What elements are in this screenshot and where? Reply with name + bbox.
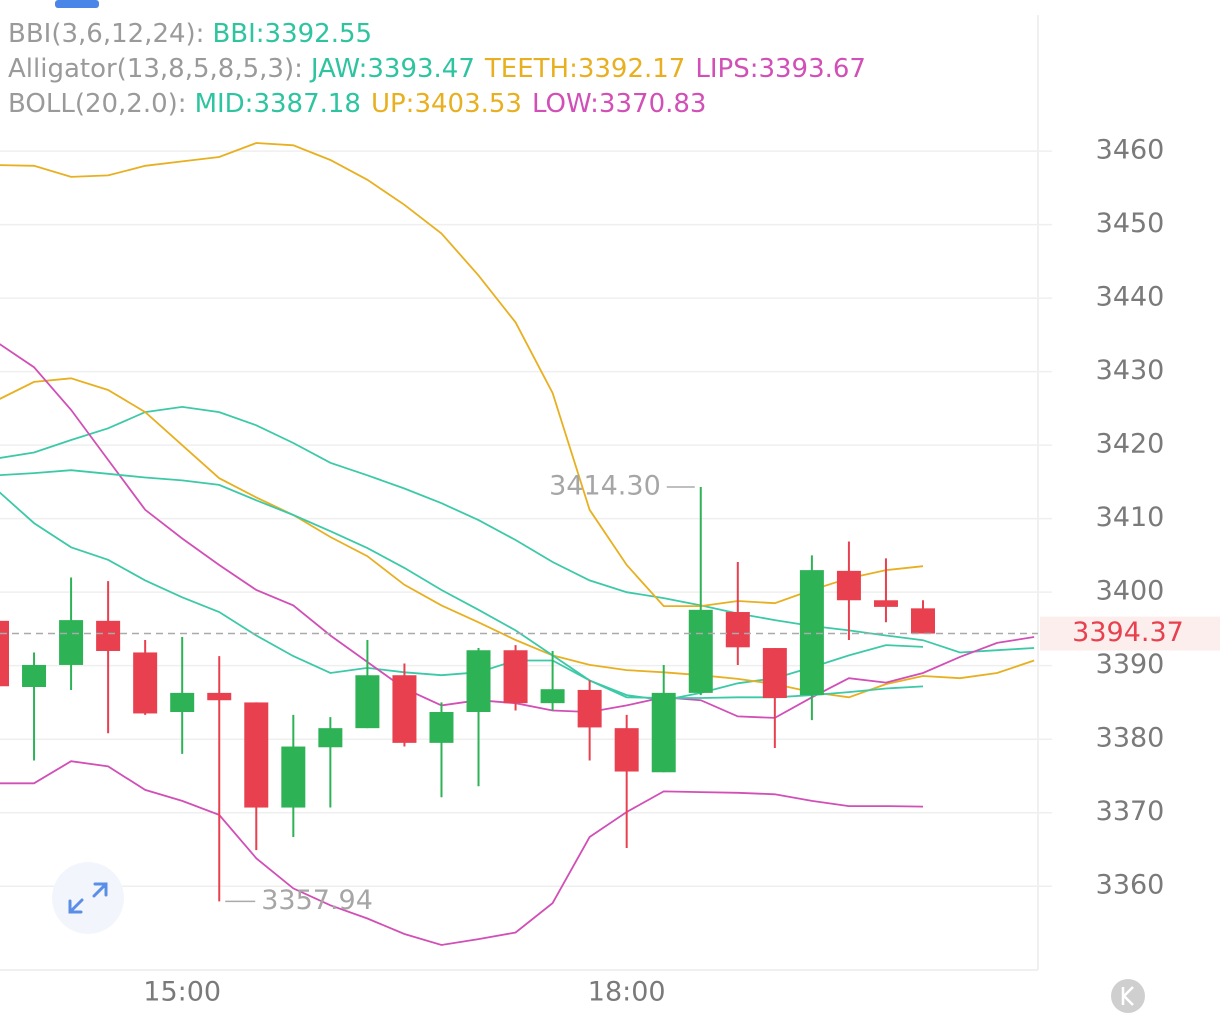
indicator-line xyxy=(0,377,1035,699)
candle-body xyxy=(911,608,935,634)
legend-row: Alligator(13,8,5,8,5,3): JAW:3393.47 TEETH… xyxy=(8,54,866,84)
y-tick-label: 3430 xyxy=(1096,355,1165,386)
legend: BBI(3,6,12,24): BBI:3392.55 Alligator(13,8… xyxy=(8,19,866,119)
candle-body xyxy=(466,650,491,712)
expand-icon[interactable] xyxy=(68,882,108,914)
x-tick-label: 15:00 xyxy=(143,977,221,1008)
candle-body xyxy=(133,652,158,714)
candle-body xyxy=(429,711,454,743)
candle-body xyxy=(577,689,602,728)
legend-label: BBI(3,6,12,24): xyxy=(8,19,204,49)
candle-body xyxy=(59,620,84,665)
y-tick-label: 3410 xyxy=(1096,502,1165,533)
legend-row: BOLL(20,2.0): MID:3387.18 UP:3403.53 LOW:33… xyxy=(8,89,706,119)
y-tick-label: 3420 xyxy=(1096,429,1165,460)
candle-body xyxy=(392,675,417,743)
y-tick-label: 3390 xyxy=(1096,649,1165,680)
high-label: 3414.30 xyxy=(549,471,661,502)
candle-body xyxy=(0,620,9,687)
y-tick-label: 3360 xyxy=(1096,870,1165,901)
legend-label: BOLL(20,2.0): xyxy=(8,89,187,119)
candle-body xyxy=(651,692,676,773)
candle-body xyxy=(540,689,565,704)
candle-body xyxy=(762,648,787,699)
y-tick-label: 3440 xyxy=(1096,282,1165,313)
last-price-box xyxy=(1040,616,1220,651)
legend-item: LOW:3370.83 xyxy=(532,89,706,119)
last-price-label: 3394.37 xyxy=(1072,617,1184,648)
candle-body xyxy=(614,728,639,772)
candle-body xyxy=(725,612,750,648)
candle-body xyxy=(355,675,380,729)
y-tick-label: 3400 xyxy=(1096,576,1165,607)
legend-item: BBI:3392.55 xyxy=(212,19,372,49)
legend-item: MID:3387.18 xyxy=(195,89,361,119)
overlay: 3414.30 3357.94 3394.37 xyxy=(0,471,1220,916)
k-button[interactable] xyxy=(1111,979,1145,1013)
candle-body xyxy=(244,702,269,808)
k-button-bg[interactable] xyxy=(1111,979,1145,1013)
candle-body xyxy=(22,664,47,687)
y-tick-label: 3380 xyxy=(1096,723,1165,754)
candle-body xyxy=(688,609,713,693)
y-tick-label: 3450 xyxy=(1096,208,1165,239)
legend-item: LIPS:3393.67 xyxy=(695,54,866,84)
candle-body xyxy=(207,692,232,701)
tab-indicator[interactable] xyxy=(55,0,99,8)
candle-body xyxy=(96,620,121,651)
legend-item: TEETH:3392.17 xyxy=(484,54,685,84)
indicator-line xyxy=(0,142,924,607)
legend-label: Alligator(13,8,5,8,5,3): xyxy=(8,54,303,84)
candle-body xyxy=(836,570,861,601)
candle-body xyxy=(873,600,898,607)
k-icon[interactable] xyxy=(1121,986,1134,1006)
y-tick-label: 3460 xyxy=(1096,135,1165,166)
legend-item: UP:3403.53 xyxy=(371,89,522,119)
expand-button[interactable] xyxy=(52,862,124,934)
low-label: 3357.94 xyxy=(261,885,373,916)
legend-row: BBI(3,6,12,24): BBI:3392.55 xyxy=(8,19,372,49)
candle-body xyxy=(170,692,195,712)
expand-button-bg[interactable] xyxy=(52,862,124,934)
candle-body xyxy=(799,570,824,696)
x-tick-label: 18:00 xyxy=(588,977,666,1008)
candles xyxy=(0,487,935,902)
legend-item: JAW:3393.47 xyxy=(309,54,475,84)
candle-body xyxy=(503,650,528,704)
indicator-line xyxy=(0,405,1035,654)
indicator-line xyxy=(0,760,924,946)
candle-body xyxy=(281,746,306,808)
candle-body xyxy=(318,728,343,748)
grid: 3360 3370 3380 3390 3400 3410 3420 3430 3440 3450… xyxy=(0,135,1164,1008)
y-tick-label: 3370 xyxy=(1096,796,1165,827)
